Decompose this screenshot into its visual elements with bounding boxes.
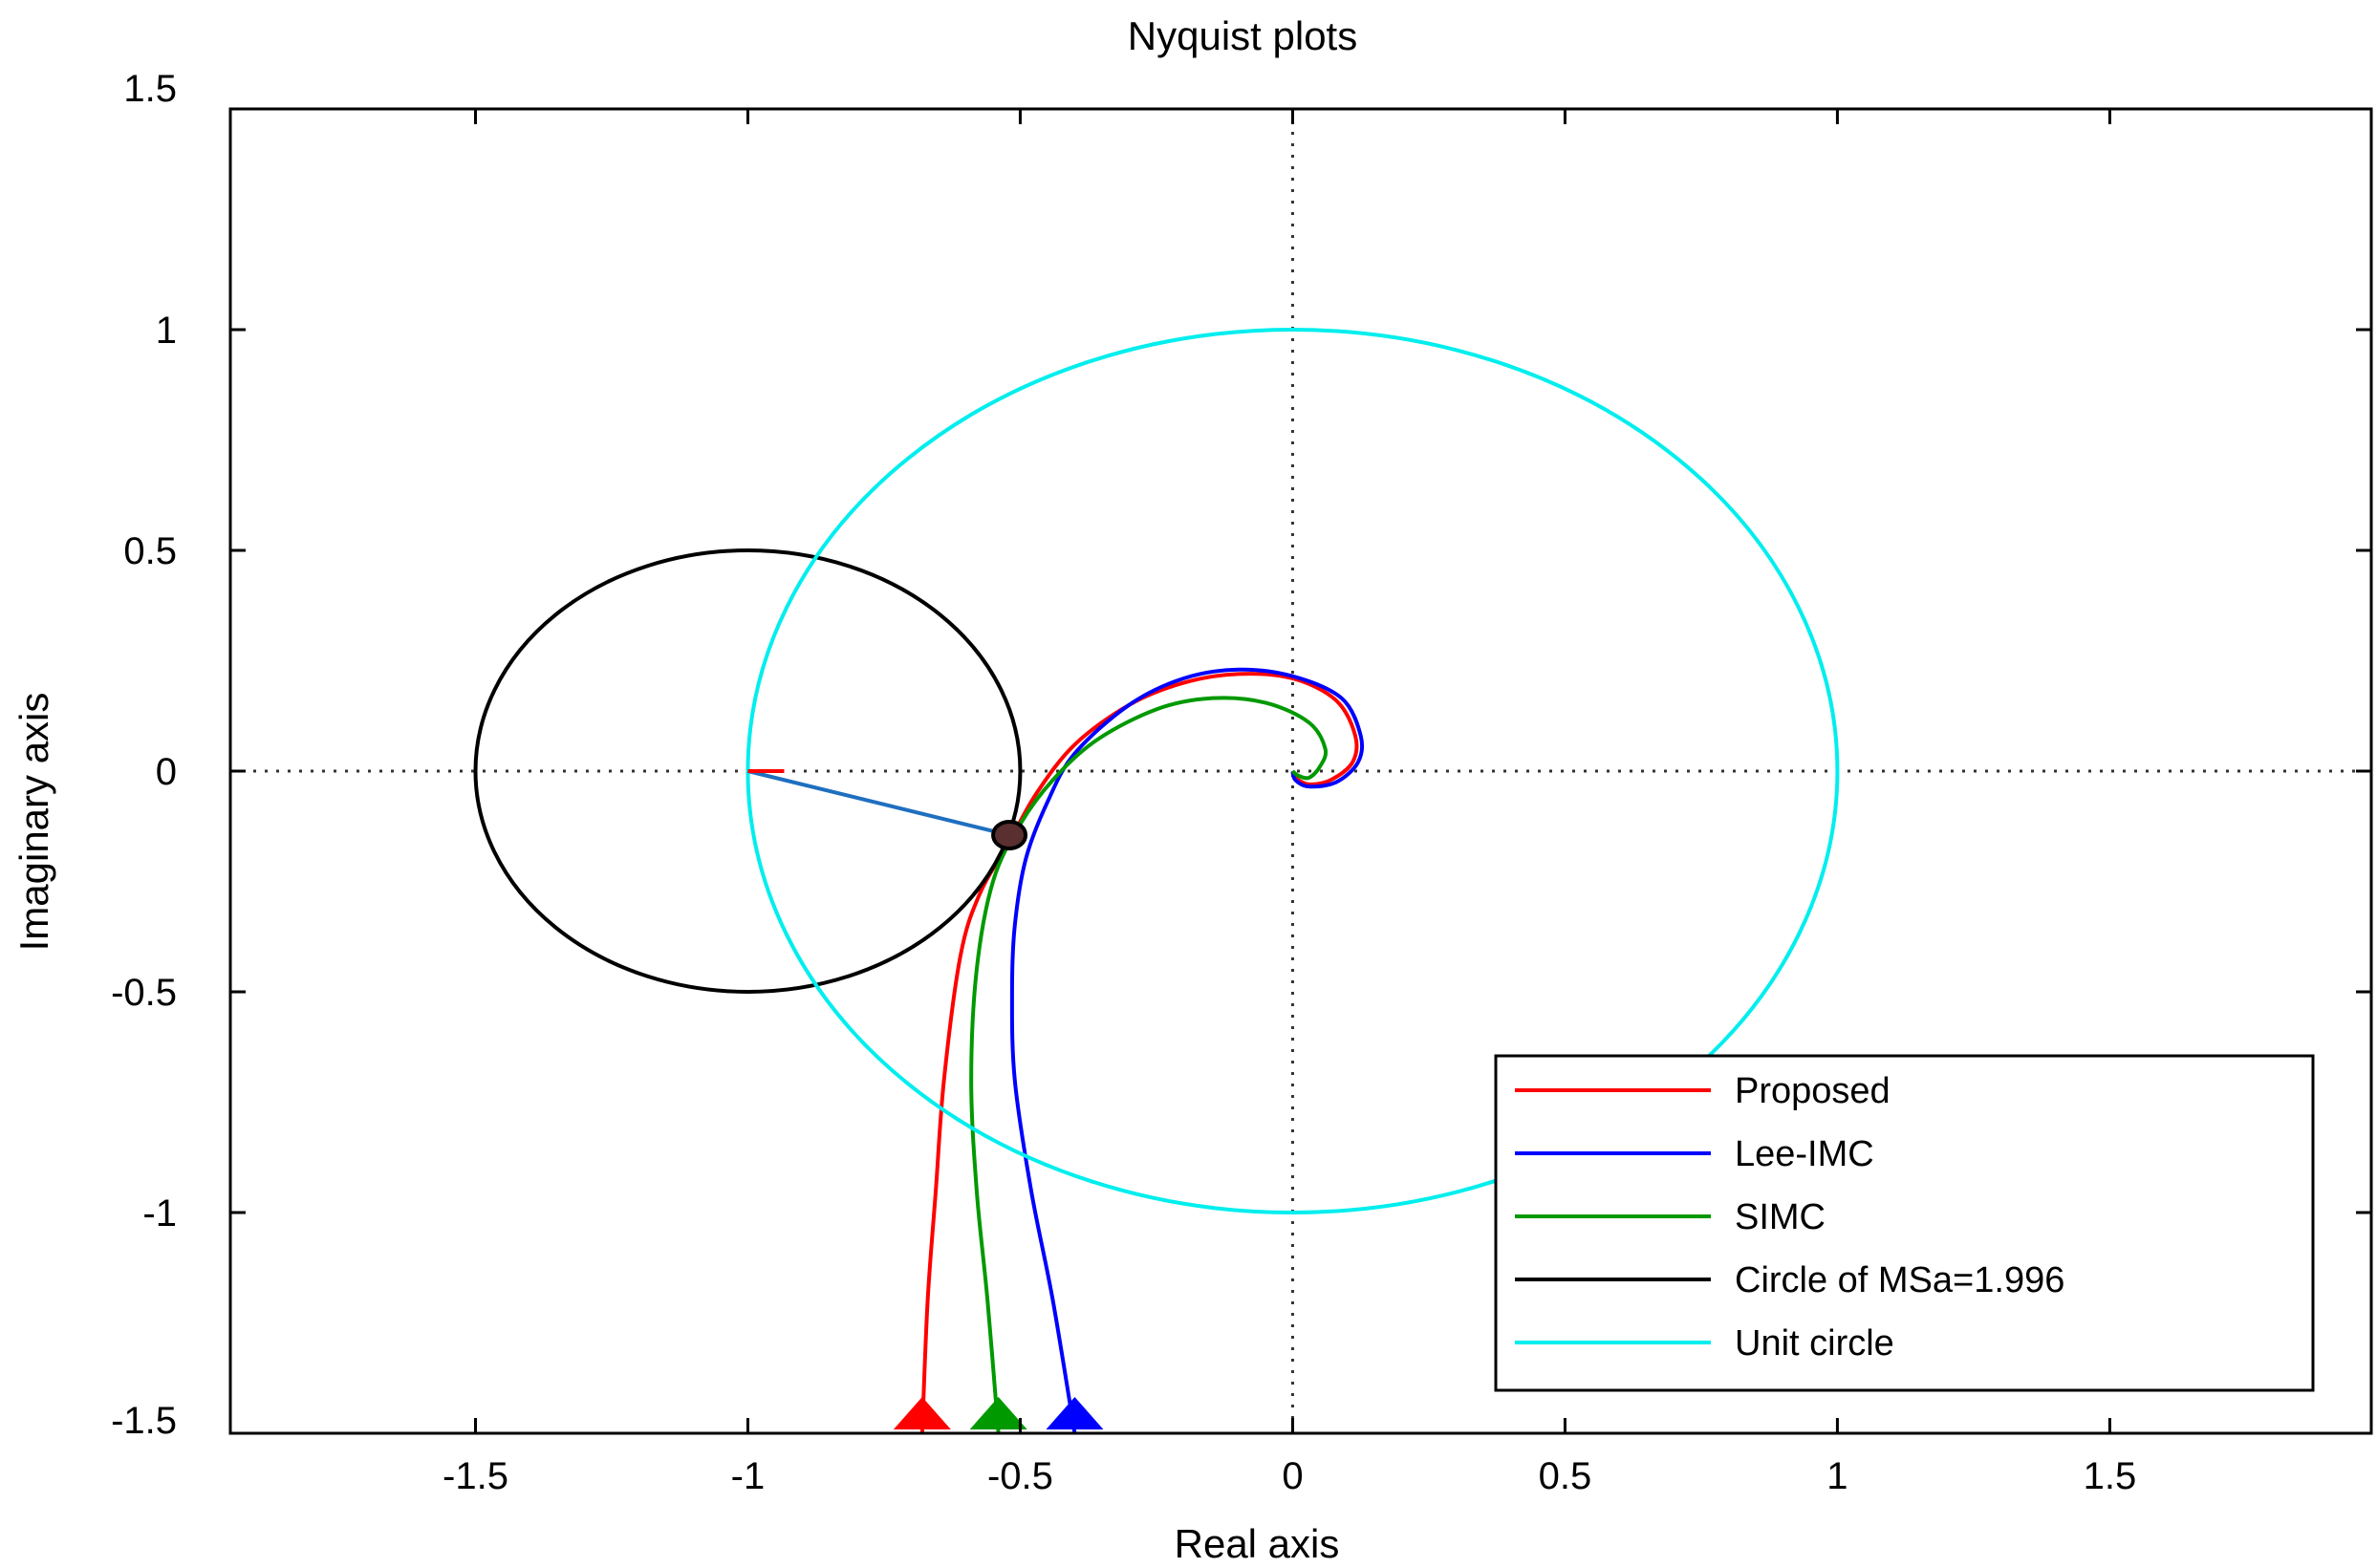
legend-entry-5: Unit circle [1735,1323,1894,1364]
x-tick-label: -1 [731,1455,766,1497]
x-tick-label: 0.5 [1539,1455,1592,1497]
y-tick-label: -0.5 [111,972,177,1014]
y-tick-label: 1.5 [123,68,177,110]
series-2-line [1009,667,1365,1434]
legend-entry-2: Lee-IMC [1735,1134,1874,1174]
legend-entry-4: Circle of MSa=1.996 [1735,1260,2064,1300]
x-tick-label: 1.5 [2084,1455,2137,1497]
direction-arrow-1 [893,1397,951,1429]
y-tick-label: 1 [156,310,177,352]
direction-arrow-2 [969,1397,1027,1429]
legend-entry-1: Proposed [1735,1071,1891,1111]
chart-title: Nyquist plots [1128,13,1357,58]
series-3-line [969,696,1329,1434]
x-tick-label: 1 [1826,1455,1848,1497]
legend: Proposed Lee-IMC SIMC Circle of MSa=1.996 Un… [1494,1054,2315,1392]
legend-entry-3: SIMC [1735,1197,1826,1237]
x-axis-label: Real axis [1175,1521,1340,1566]
y-axis-label: Imaginary axis [11,693,56,952]
y-tick-label: -1 [142,1192,177,1235]
x-axis-ticks: -1.5 -1 -0.5 0 0.5 1 1.5 [443,109,2136,1497]
x-tick-label: -1.5 [443,1455,508,1497]
y-tick-label: 0 [156,751,177,793]
y-tick-label: 0.5 [123,530,177,572]
y-tick-label: -1.5 [111,1400,177,1442]
x-tick-label: -0.5 [987,1455,1053,1497]
series-4-circle [473,548,1023,994]
y-axis-ticks: -1.5 -1 -0.5 0 0.5 1 1.5 [111,68,2371,1442]
legend-box [1494,1054,2315,1392]
direction-arrow-3 [1046,1397,1104,1429]
msa-radius-segment [747,769,1010,837]
tangent-point-marker [991,819,1028,850]
x-tick-label: 0 [1282,1455,1303,1497]
